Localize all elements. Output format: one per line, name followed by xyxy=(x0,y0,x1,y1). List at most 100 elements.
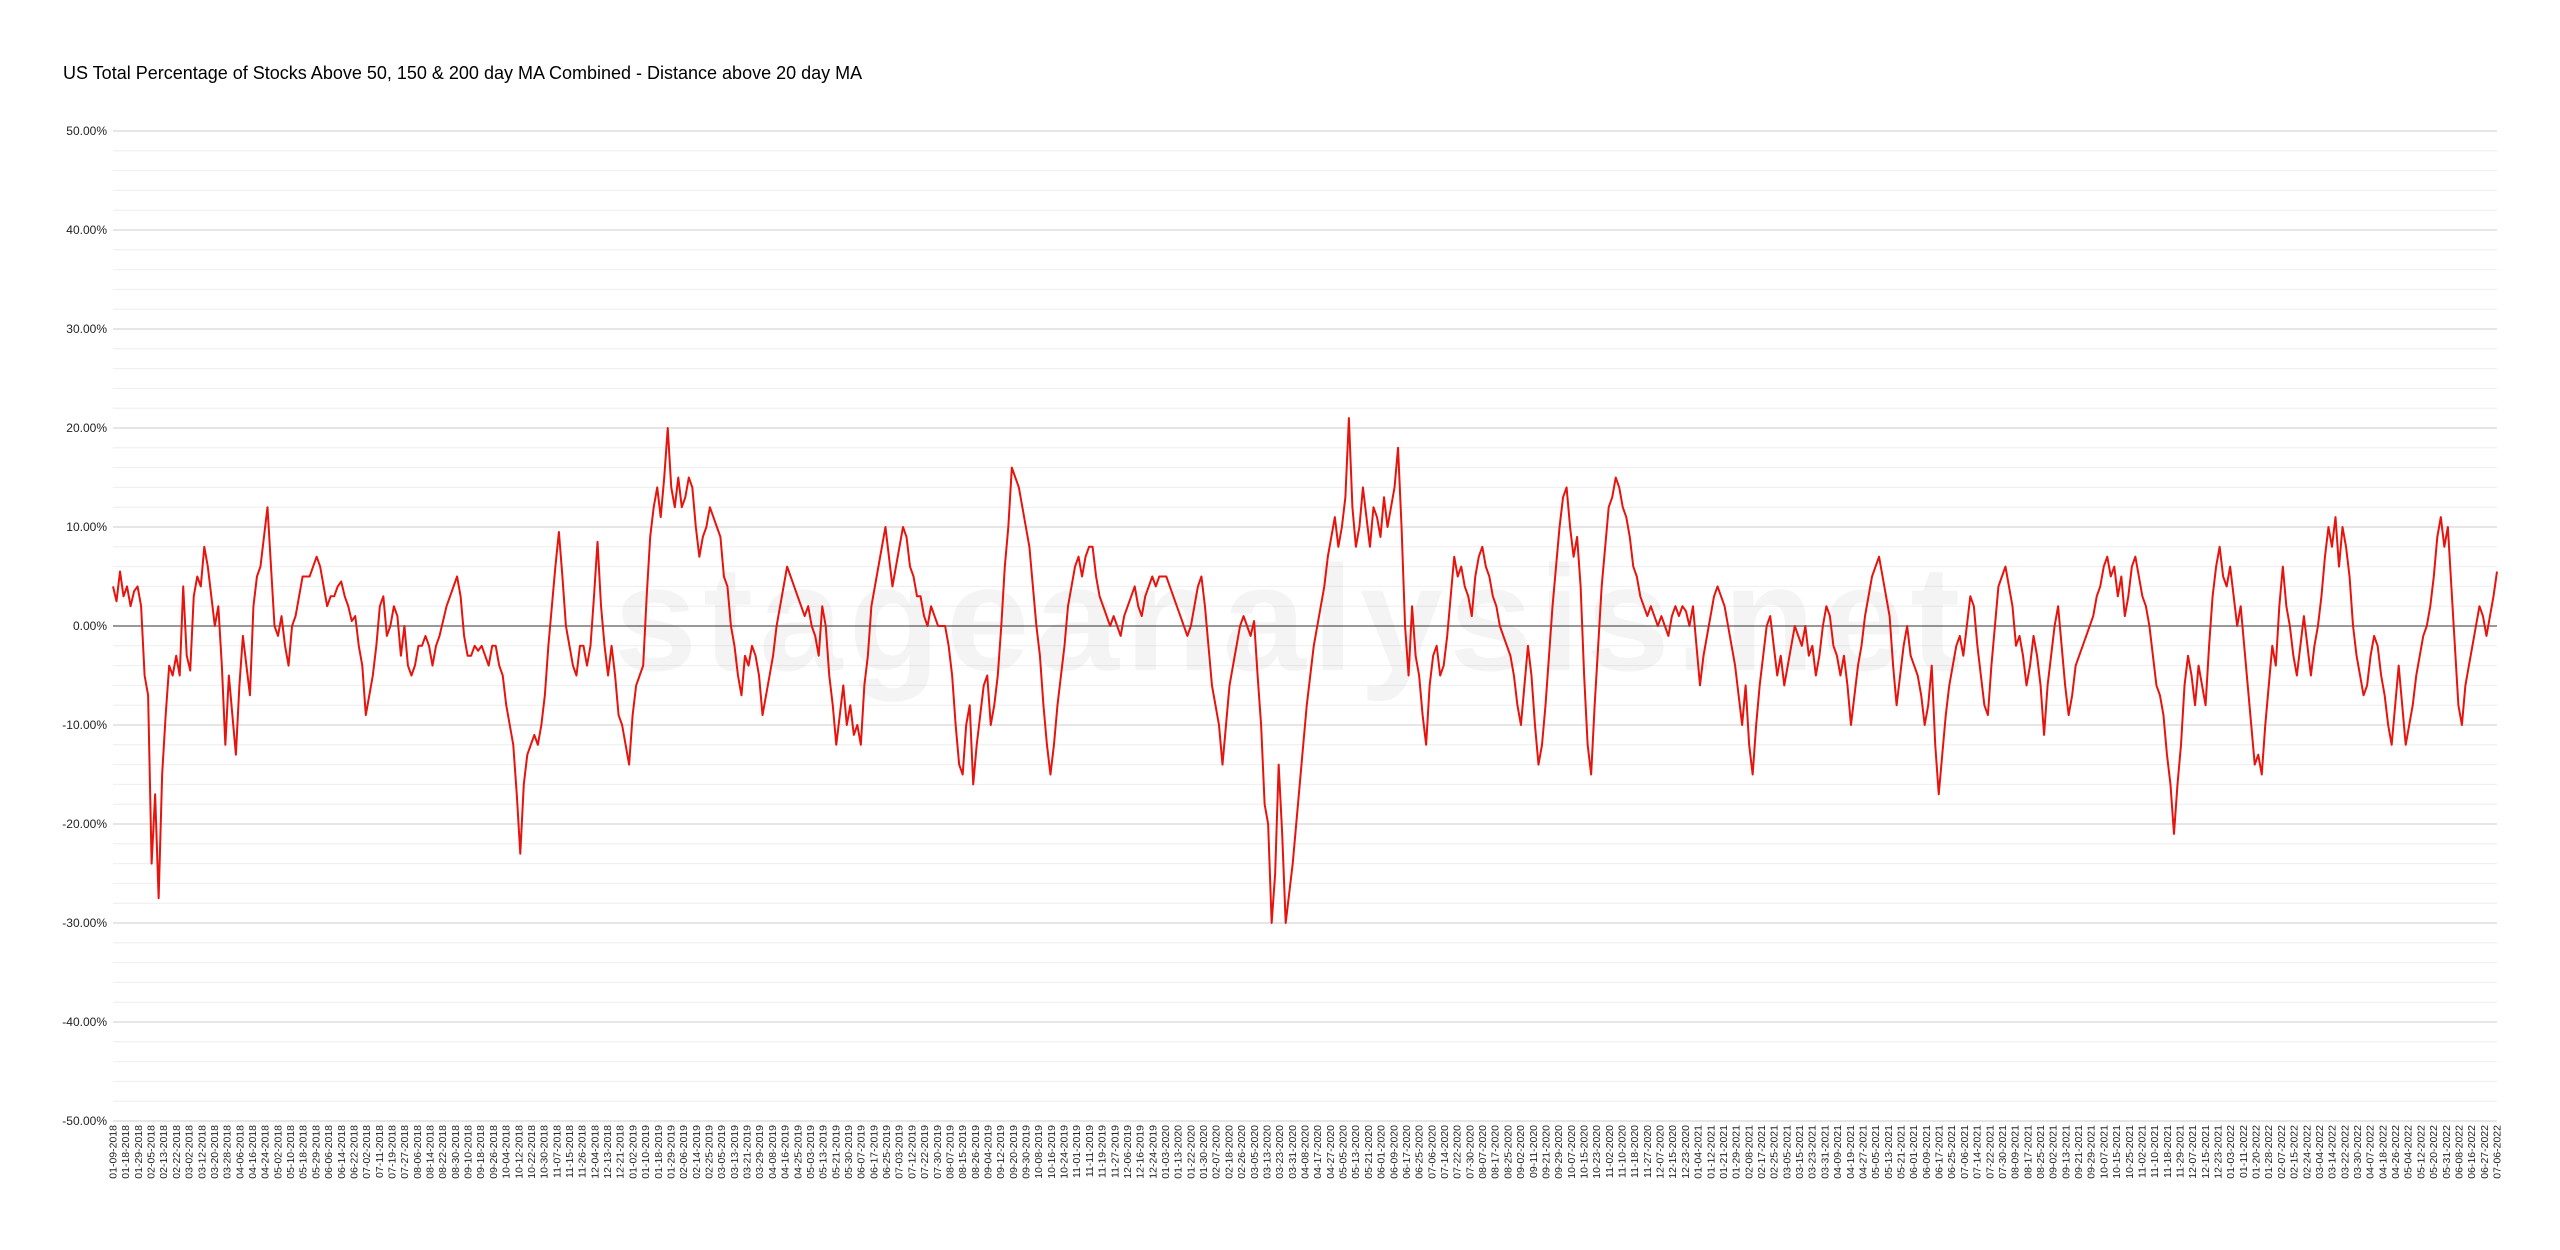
x-tick-label: 06-17-2020 xyxy=(1401,1125,1413,1179)
x-tick-label: 06-07-2019 xyxy=(856,1125,868,1179)
x-tick-label: 03-13-2020 xyxy=(1261,1125,1273,1179)
x-tick-label: 06-17-2021 xyxy=(1934,1125,1946,1179)
x-tick-label: 02-25-2019 xyxy=(704,1125,716,1179)
x-tick-label: 12-07-2020 xyxy=(1655,1125,1667,1179)
x-tick-label: 10-23-2020 xyxy=(1591,1125,1603,1179)
x-tick-label: 04-08-2019 xyxy=(767,1125,779,1179)
x-tick-label: 12-24-2019 xyxy=(1147,1125,1159,1179)
x-tick-label: 04-27-2021 xyxy=(1857,1125,1869,1179)
x-tick-label: 10-24-2019 xyxy=(1059,1125,1071,1179)
x-tick-label: 07-30-2021 xyxy=(1997,1125,2009,1179)
series-layer xyxy=(112,417,2498,924)
x-tick-label: 04-19-2021 xyxy=(1845,1125,1857,1179)
x-tick-label: 10-22-2018 xyxy=(526,1125,538,1179)
series-line xyxy=(112,417,2498,924)
x-tick-label: 11-19-2019 xyxy=(1097,1125,1109,1178)
x-tick-label: 05-21-2019 xyxy=(830,1125,842,1179)
x-tick-label: 09-11-2020 xyxy=(1528,1125,1540,1178)
x-tick-label: 12-21-2018 xyxy=(615,1125,627,1179)
x-tick-label: 07-06-2020 xyxy=(1426,1125,1438,1179)
x-tick-label: 11-26-2018 xyxy=(577,1125,589,1178)
x-tick-label: 02-22-2018 xyxy=(171,1125,183,1179)
x-tick-label: 07-06-2022 xyxy=(2492,1125,2504,1179)
x-tick-label: 08-15-2019 xyxy=(957,1125,969,1179)
chart-title: US Total Percentage of Stocks Above 50, … xyxy=(63,63,862,83)
x-tick-label: 07-12-2019 xyxy=(906,1125,918,1179)
x-tick-label: 04-26-2022 xyxy=(2390,1125,2402,1179)
y-tick-label: -10.00% xyxy=(62,718,107,732)
y-tick-label: 50.00% xyxy=(66,124,107,138)
x-tick-label: 01-22-2020 xyxy=(1185,1125,1197,1179)
x-tick-label: 01-11-2022 xyxy=(2238,1125,2250,1178)
x-tick-label: 12-16-2019 xyxy=(1135,1125,1147,1179)
y-axis: 50.00% 40.00% 30.00% 20.00% 10.00% 0.00% -10.0… xyxy=(62,124,107,1128)
x-tick-label: 02-05-2018 xyxy=(146,1125,158,1179)
x-tick-label: 12-15-2020 xyxy=(1667,1125,1679,1179)
x-tick-label: 07-22-2019 xyxy=(919,1125,931,1179)
x-tick-label: 05-02-2018 xyxy=(272,1125,284,1179)
x-tick-label: 06-25-2019 xyxy=(881,1125,893,1179)
x-tick-label: 10-07-2021 xyxy=(2098,1125,2110,1179)
x-tick-label: 01-12-2021 xyxy=(1705,1125,1717,1179)
y-tick-label: 10.00% xyxy=(66,520,107,534)
x-tick-label: 03-05-2020 xyxy=(1249,1125,1261,1179)
x-tick-label: 04-17-2020 xyxy=(1312,1125,1324,1179)
x-tick-label: 11-01-2019 xyxy=(1071,1125,1083,1178)
x-tick-label: 08-09-2021 xyxy=(2010,1125,2022,1179)
x-tick-label: 07-14-2021 xyxy=(1972,1125,1984,1179)
y-tick-label: 30.00% xyxy=(66,322,107,336)
x-tick-label: 06-16-2022 xyxy=(2466,1125,2478,1179)
x-tick-label: 09-02-2020 xyxy=(1515,1125,1527,1179)
x-tick-label: 01-30-2020 xyxy=(1198,1125,1210,1179)
x-tick-label: 06-08-2022 xyxy=(2453,1125,2465,1179)
x-tick-label: 07-22-2021 xyxy=(1984,1125,1996,1179)
x-tick-label: 04-07-2022 xyxy=(2365,1125,2377,1179)
x-tick-label: 02-14-2019 xyxy=(691,1125,703,1179)
x-tick-label: 07-11-2018 xyxy=(374,1125,386,1178)
x-tick-label: 05-10-2018 xyxy=(285,1125,297,1179)
x-tick-label: 12-23-2021 xyxy=(2213,1125,2225,1179)
x-tick-label: 03-04-2022 xyxy=(2314,1125,2326,1179)
x-tick-label: 09-04-2019 xyxy=(982,1125,994,1179)
y-tick-label: 40.00% xyxy=(66,223,107,237)
x-tick-label: 09-20-2019 xyxy=(1008,1125,1020,1179)
x-tick-label: 01-29-2019 xyxy=(665,1125,677,1179)
x-tick-label: 01-09-2018 xyxy=(108,1125,120,1179)
x-tick-label: 06-27-2022 xyxy=(2479,1125,2491,1179)
x-axis: 01-09-2018 01-18-2018 01-29-2018 02-05-2018… xyxy=(108,1125,2504,1179)
x-tick-label: 05-03-2019 xyxy=(805,1125,817,1179)
x-tick-label: 12-13-2018 xyxy=(602,1125,614,1179)
x-tick-label: 05-21-2020 xyxy=(1363,1125,1375,1179)
x-tick-label: 09-30-2019 xyxy=(1021,1125,1033,1179)
x-tick-label: 12-23-2020 xyxy=(1680,1125,1692,1179)
x-tick-label: 04-16-2018 xyxy=(247,1125,259,1179)
x-tick-label: 10-07-2020 xyxy=(1566,1125,1578,1179)
x-tick-label: 10-04-2018 xyxy=(501,1125,513,1179)
grid-lines xyxy=(113,130,2497,1122)
x-tick-label: 07-14-2020 xyxy=(1439,1125,1451,1179)
x-tick-label: 02-18-2020 xyxy=(1223,1125,1235,1179)
x-tick-label: 03-23-2020 xyxy=(1274,1125,1286,1179)
x-tick-label: 02-24-2022 xyxy=(2301,1125,2313,1179)
x-tick-label: 03-05-2021 xyxy=(1781,1125,1793,1179)
x-tick-label: 11-10-2021 xyxy=(2149,1125,2161,1178)
x-tick-label: 08-06-2018 xyxy=(412,1125,424,1179)
x-tick-label: 10-12-2018 xyxy=(513,1125,525,1179)
x-tick-label: 05-18-2018 xyxy=(298,1125,310,1179)
x-tick-label: 11-27-2020 xyxy=(1642,1125,1654,1178)
y-tick-label: 0.00% xyxy=(73,619,107,633)
x-tick-label: 03-29-2019 xyxy=(754,1125,766,1179)
x-tick-label: 10-30-2018 xyxy=(539,1125,551,1179)
x-tick-label: 03-15-2021 xyxy=(1794,1125,1806,1179)
x-tick-label: 02-25-2021 xyxy=(1769,1125,1781,1179)
x-tick-label: 01-03-2022 xyxy=(2225,1125,2237,1179)
x-tick-label: 09-02-2021 xyxy=(2048,1125,2060,1179)
x-tick-label: 11-27-2019 xyxy=(1109,1125,1121,1178)
x-tick-label: 06-22-2018 xyxy=(348,1125,360,1179)
x-tick-label: 05-30-2019 xyxy=(843,1125,855,1179)
x-tick-label: 02-07-2022 xyxy=(2276,1125,2288,1179)
x-tick-label: 04-27-2020 xyxy=(1325,1125,1337,1179)
x-tick-label: 03-31-2020 xyxy=(1287,1125,1299,1179)
x-tick-label: 11-11-2019 xyxy=(1084,1125,1096,1177)
